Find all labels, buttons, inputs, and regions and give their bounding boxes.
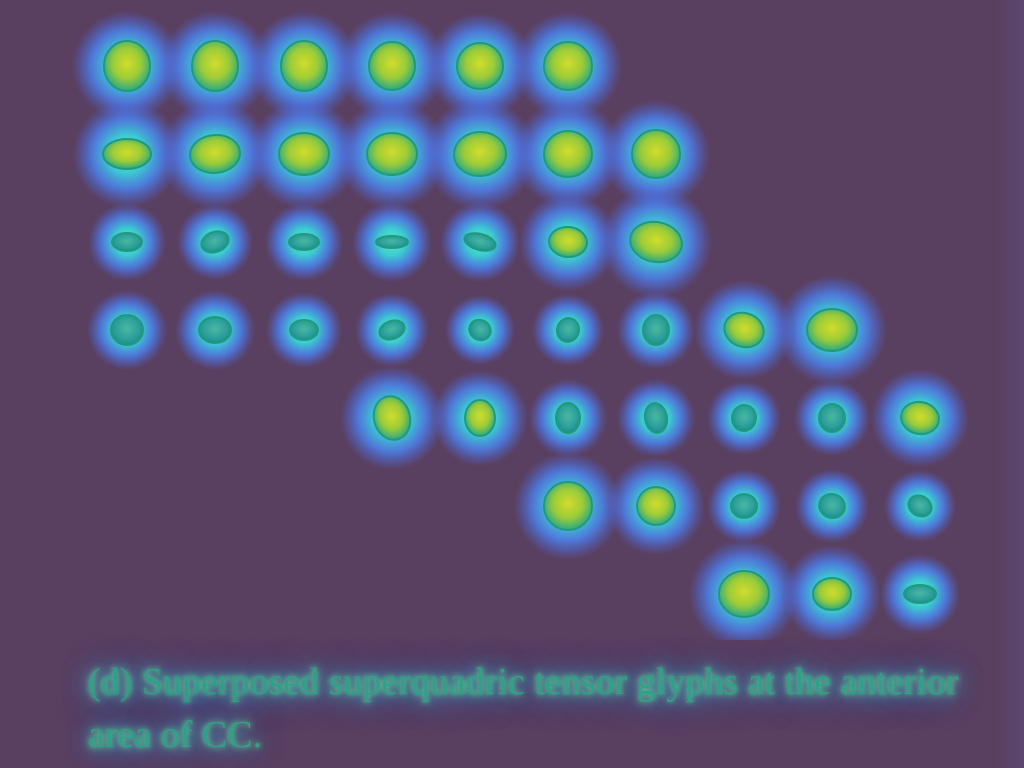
superquadric-glyph [718,570,770,618]
superquadric-glyph [543,130,593,178]
superquadric-glyph [543,481,593,531]
superquadric-glyph [730,404,758,432]
superquadric-glyph [631,129,681,179]
superquadric-glyph [907,494,933,518]
superquadric-glyph [642,314,670,346]
superquadric-glyph [818,403,846,433]
superquadric-glyph [812,577,852,611]
superquadric-glyph [723,311,765,349]
superquadric-glyph [468,318,492,342]
superquadric-glyph [102,138,152,170]
figure-caption: (d) Superposed superquadric tensor glyph… [88,661,959,756]
superquadric-glyph [378,319,406,341]
superquadric-glyph [103,40,151,92]
superquadric-glyph [806,308,858,352]
superquadric-glyph [278,132,330,176]
superquadric-glyph [289,319,319,341]
superquadric-glyph [200,230,230,254]
superquadric-glyph [189,133,241,175]
superquadric-glyph [903,584,937,604]
superquadric-glyph [543,41,593,91]
superquadric-glyph [636,486,676,526]
superquadric-glyph [463,232,497,252]
superquadric-glyph [456,42,504,90]
superquadric-glyph [280,40,328,92]
superquadric-glyph [629,220,683,264]
superquadric-glyph [548,225,588,259]
superquadric-glyph [643,402,669,434]
superquadric-glyph [464,399,496,437]
superquadric-glyph [366,132,418,176]
superquadric-glyph [110,314,144,346]
superquadric-glyph [555,402,581,434]
superquadric-glyph [368,41,416,91]
superquadric-glyph [191,40,239,92]
superquadric-glyph [111,232,143,252]
superquadric-glyph [288,233,320,251]
superquadric-glyph [730,493,758,519]
superquadric-glyph [375,235,409,249]
superquadric-glyph [555,317,581,343]
superquadric-glyph [453,130,507,178]
tensor-glyph-field [72,11,969,640]
superquadric-glyph [900,400,940,436]
superquadric-glyph [818,492,846,520]
superquadric-glyph [198,316,232,344]
superquadric-glyph [372,395,412,441]
